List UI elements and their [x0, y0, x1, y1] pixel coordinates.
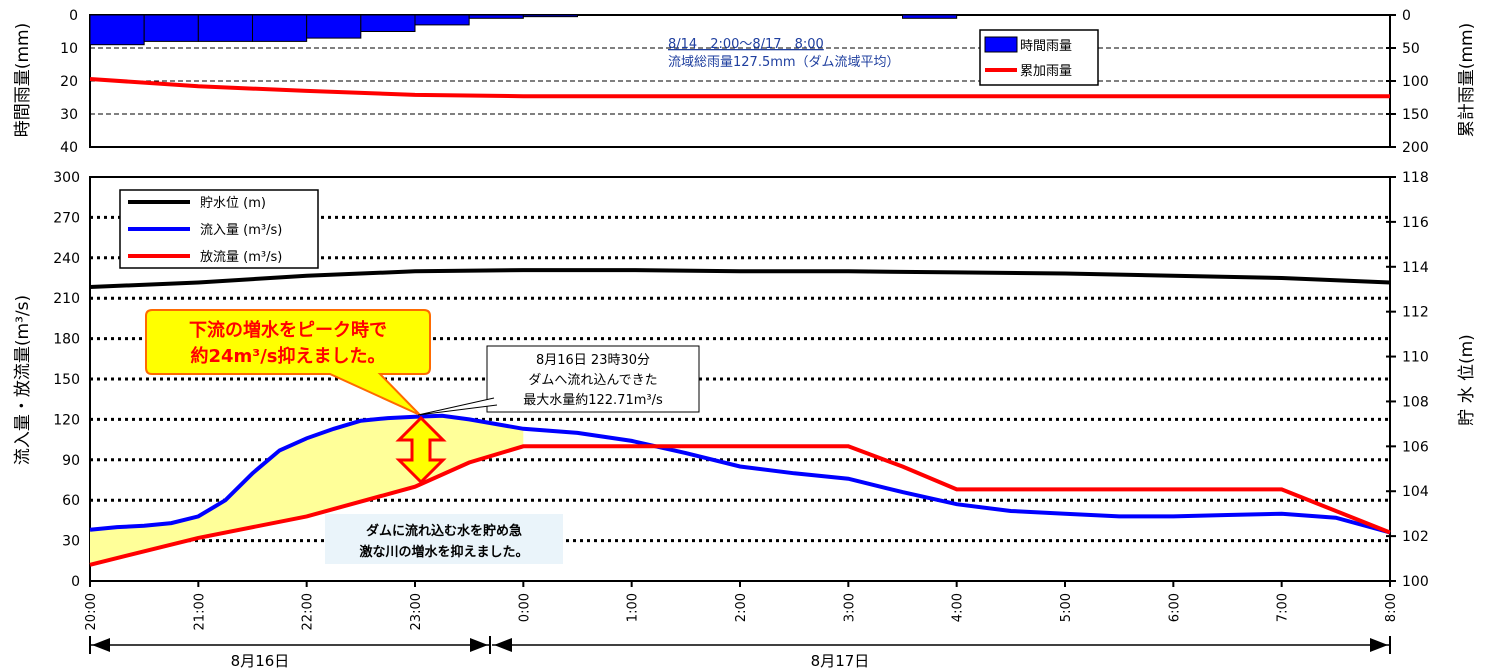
- flow-right-tick-label: 118: [1402, 170, 1429, 186]
- day-range-16: [89, 636, 491, 654]
- rain-bar: [197, 14, 253, 42]
- rain-bar: [414, 14, 470, 26]
- x-tick-label: 4:00: [951, 593, 966, 622]
- flow-left-tick-label: 0: [71, 574, 80, 590]
- flow-left-tick-label: 300: [53, 170, 80, 186]
- x-tick-label: 0:00: [517, 593, 532, 622]
- rain-bar: [360, 14, 416, 32]
- flow-left-tick-label: 90: [62, 453, 80, 469]
- flow-right-tick-label: 112: [1402, 305, 1429, 321]
- x-tick-label: 23:00: [409, 593, 424, 630]
- reservoir-level-line: [89, 268, 1391, 289]
- rain-note-line1: 8/14 2:00～8/17 8:00: [668, 37, 824, 52]
- rain-left-tick-label: 20: [60, 74, 78, 90]
- x-tick-label: 8:00: [1384, 593, 1399, 622]
- flow-left-ylabel: 流入量・放流量(m³/s): [13, 295, 33, 465]
- rain-right-tick-label: 0: [1402, 8, 1411, 24]
- x-tick-label: 21:00: [192, 593, 207, 630]
- rain-right-tick-label: 200: [1402, 140, 1429, 156]
- rain-bar: [252, 14, 308, 42]
- flow-right-tick-label: 102: [1402, 529, 1429, 545]
- flow-right-tick-label: 108: [1402, 394, 1429, 410]
- rain-legend-hourly-swatch: [984, 36, 1018, 53]
- rain-bar: [143, 14, 199, 42]
- reduction-arrow: [395, 415, 447, 485]
- x-tick-label: 1:00: [626, 593, 641, 622]
- rain-bar: [468, 14, 524, 19]
- rain-left-ylabel: 時間雨量(mm): [13, 23, 33, 137]
- peak-note-line1: 8月16日 23時30分: [536, 353, 650, 368]
- flow-legend-outflow-label: 放流量 (m³/s): [200, 250, 282, 265]
- flow-left-tick-label: 240: [53, 251, 80, 267]
- x-tick-label: 3:00: [842, 593, 857, 622]
- day-label-17: 8月17日: [811, 652, 870, 668]
- flow-left-axis: 0 30 60 90 120 150 180 210 240 270 300: [53, 170, 80, 590]
- flow-left-tick-label: 150: [53, 372, 80, 388]
- day-label-16: 8月16日: [231, 652, 290, 668]
- rain-right-ylabel: 累計雨量(mm): [1457, 23, 1477, 137]
- peak-note-line2: ダムへ流れ込んできた: [528, 373, 657, 388]
- callout-bubble: [145, 309, 431, 416]
- x-tick-label: 22:00: [301, 593, 316, 630]
- flow-left-tick-label: 60: [62, 493, 80, 509]
- rain-legend-hourly-label: 時間雨量: [1020, 39, 1072, 54]
- peak-note-pointer: [417, 397, 498, 416]
- rain-right-tick-label: 150: [1402, 107, 1429, 123]
- hourly-rain-bars: [89, 14, 958, 46]
- rain-bar: [902, 14, 958, 19]
- rain-bar: [306, 14, 362, 39]
- cumulative-rain-line: [89, 77, 1390, 99]
- peak-note-box: [486, 345, 700, 413]
- rain-grid: [90, 47, 1390, 115]
- flow-right-axis: 100 102 104 106 108 110 112 114 116 118: [1386, 170, 1429, 590]
- rain-bar: [89, 14, 145, 46]
- flow-left-tick-label: 180: [53, 332, 80, 348]
- peak-note-line3: 最大水量約122.71m³/s: [523, 393, 663, 408]
- flow-legend-inflow-label: 流入量 (m³/s): [200, 223, 282, 238]
- rain-left-axis: 0 10 20 30 40: [60, 8, 78, 156]
- flow-right-tick-label: 116: [1402, 215, 1429, 231]
- flow-left-tick-label: 120: [53, 412, 80, 428]
- x-tick-label: 2:00: [734, 593, 749, 622]
- rain-right-axis: 0 50 100 150 200: [1386, 8, 1429, 156]
- flow-right-tick-label: 100: [1402, 574, 1429, 590]
- x-tick-label: 7:00: [1276, 593, 1291, 622]
- inflow-line: [89, 413, 1391, 535]
- flow-left-tick-label: 30: [62, 534, 80, 550]
- flow-legend-level-label: 貯水位 (m): [200, 196, 266, 211]
- x-tick-label: 6:00: [1167, 593, 1182, 622]
- rain-right-tick-label: 100: [1402, 74, 1429, 90]
- flow-right-ylabel: 貯 水 位(m): [1457, 334, 1477, 426]
- storage-note-line1: ダムに流れ込む水を貯め急: [366, 523, 522, 539]
- flow-left-tick-label: 210: [53, 291, 80, 307]
- storage-note-line2: 激な川の増水を抑えました。: [359, 544, 528, 560]
- outflow-line: [89, 444, 1391, 567]
- rain-left-tick-label: 10: [60, 41, 78, 57]
- callout-line2: 約24m³/s抑えました。: [191, 345, 386, 367]
- x-axis: 20:00 21:00 22:00 23:00 0:00 1:00 2:00 3:00 4:00…: [84, 581, 1399, 630]
- rain-bar: [522, 14, 578, 18]
- rain-note-line2: 流域総雨量127.5mm（ダム流域平均）: [668, 55, 900, 70]
- rain-right-tick-label: 50: [1402, 41, 1420, 57]
- flow-right-tick-label: 114: [1402, 260, 1429, 276]
- callout-line1: 下流の増水をピーク時で: [189, 319, 387, 341]
- flow-right-tick-label: 104: [1402, 484, 1429, 500]
- flow-left-tick-label: 270: [53, 210, 80, 226]
- flow-right-tick-label: 110: [1402, 350, 1429, 366]
- rain-left-tick-label: 40: [60, 140, 78, 156]
- x-tick-label: 5:00: [1059, 593, 1074, 622]
- day-range-17: [492, 636, 1391, 654]
- rain-left-tick-label: 0: [69, 8, 78, 24]
- rain-left-tick-label: 30: [60, 107, 78, 123]
- rain-legend-cum-label: 累加雨量: [1020, 64, 1072, 79]
- flow-right-tick-label: 106: [1402, 439, 1429, 455]
- x-tick-label: 20:00: [84, 593, 99, 630]
- storage-note-box: [325, 514, 563, 564]
